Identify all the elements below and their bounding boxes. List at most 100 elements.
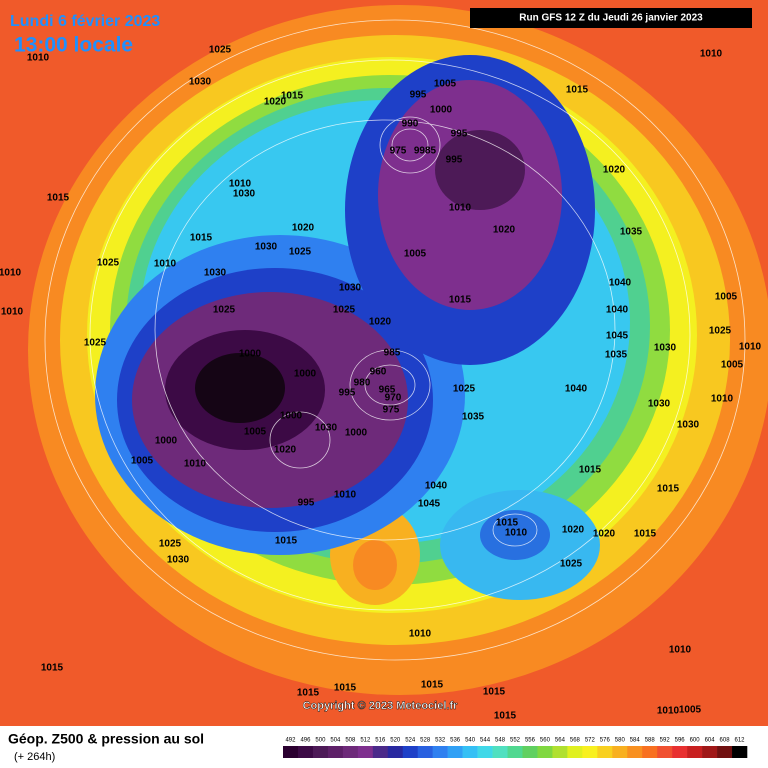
isobar-label: 1015 [297, 688, 320, 699]
isobar-label: 1015 [281, 91, 304, 102]
isobar [44, 19, 746, 661]
colorbar-tick-label: 520 [390, 738, 401, 744]
canada-core-black [195, 353, 285, 423]
isobar-label: 1000 [155, 436, 178, 447]
isobar [269, 411, 331, 469]
colorbar-cell [432, 746, 448, 758]
colorbar-tick-label: 612 [735, 738, 746, 744]
colorbar-cell [672, 746, 688, 758]
isobar-label: 1000 [345, 428, 368, 439]
isobar-label: 1015 [657, 484, 680, 495]
isobar-label: 1025 [289, 247, 312, 258]
colorbar-tick-label: 532 [435, 738, 446, 744]
colorbar-cell [417, 746, 433, 758]
colorbar-cell [492, 746, 508, 758]
isobar-label: 960 [370, 367, 387, 378]
colorbar-cell [312, 746, 329, 758]
colorbar-tick-label: 524 [405, 738, 416, 744]
isobar-label: 1015 [41, 663, 64, 674]
isobar-label: 1030 [255, 242, 278, 253]
isobar-label: 995 [339, 388, 356, 399]
isobar-label: 1015 [634, 529, 657, 540]
colorbar-tick-label: 604 [705, 738, 716, 744]
isobar-label: 975 [390, 146, 407, 157]
colorbar-cell [657, 746, 673, 758]
isobar-label: 1025 [709, 326, 732, 337]
isobar-label: 1040 [425, 481, 448, 492]
isobar-label: 1000 [239, 349, 262, 360]
isobar-label: 1005 [679, 705, 702, 716]
colorbar-cell [537, 746, 553, 758]
isobar-label: 1030 [189, 77, 212, 88]
colorbar-cell [522, 746, 538, 758]
isobar-label: 1015 [566, 85, 589, 96]
colorbar-tick-label: 540 [465, 738, 476, 744]
colorbar-cell [642, 746, 658, 758]
isobar-label: 1020 [493, 225, 516, 236]
isobar-label: 1035 [462, 412, 485, 423]
isobar-label: 1020 [593, 529, 616, 540]
isobar-label: 1010 [0, 268, 22, 279]
isobar-label: 995 [298, 498, 315, 509]
colorbar-cell [447, 746, 463, 758]
isobar-label: 1030 [677, 420, 700, 431]
isobar [391, 128, 429, 162]
colorbar-cell [297, 746, 314, 758]
isobar-label: 1010 [739, 342, 762, 353]
isobar-label: 1025 [84, 338, 107, 349]
isobar-label: 1030 [654, 343, 677, 354]
isobar-label: 1020 [264, 97, 287, 108]
colorbar-tick-label: 500 [315, 738, 326, 744]
isobar-label: 1020 [562, 525, 585, 536]
colorbar-tick-label: 556 [525, 738, 536, 744]
isobar-label: 1015 [421, 680, 444, 691]
colorbar-tick-label: 580 [615, 738, 626, 744]
isobar-label: 1025 [560, 559, 583, 570]
map-time: 13:00 locale [14, 34, 133, 57]
colorbar-cell [357, 746, 374, 758]
isobar-label: 1010 [334, 490, 357, 501]
colorbar-cell [687, 746, 703, 758]
colorbar-cell [327, 746, 344, 758]
isobar-label: 1010 [154, 259, 177, 270]
isobar-label: 1030 [315, 423, 338, 434]
isobar-label: 1020 [292, 223, 315, 234]
isobar-label: 1040 [565, 384, 588, 395]
colorbar-tick-label: 496 [300, 738, 311, 744]
isobar-label: 1015 [449, 295, 472, 306]
isobars [44, 19, 746, 661]
isobar-label: 1010 [657, 706, 680, 717]
isobar-label: 1020 [603, 165, 626, 176]
colorbar-tick-label: 572 [585, 738, 596, 744]
colorbar: 492 496 500 504 508 512 516 520 524 528 532 536 540 5… [283, 738, 748, 758]
isobar-label: 1045 [606, 331, 629, 342]
isobar-label: 1010 [1, 307, 24, 318]
isobar-label: 1010 [229, 179, 252, 190]
isobar-label: 1025 [209, 45, 232, 56]
isobar-label: 1005 [434, 79, 457, 90]
colorbar-cell [702, 746, 718, 758]
isobar-label: 1015 [579, 465, 602, 476]
colorbar-cell [283, 746, 299, 758]
isobar-labels: 1010102510301020101510059951000990995975… [0, 45, 762, 722]
isobar [89, 59, 691, 611]
run-info: Run GFS 12 Z du Jeudi 26 janvier 2023 [519, 13, 703, 24]
copyright: Copyright © 2023 Meteociel.fr [303, 700, 459, 712]
colorbar-tick-label: 592 [660, 738, 671, 744]
colorbar-cell [477, 746, 493, 758]
colorbar-cell [612, 746, 628, 758]
footer-title: Géop. Z500 & pression au sol [8, 731, 204, 747]
isobar-label: 1020 [369, 317, 392, 328]
isobar-label: 1005 [721, 360, 744, 371]
colorbar-cell [342, 746, 359, 758]
isobar-label: 1005 [404, 249, 427, 260]
isobar-label: 1045 [418, 499, 441, 510]
isobar-label: 1010 [409, 629, 432, 640]
colorbar-tick-label: 528 [420, 738, 431, 744]
colorbar-tick-label: 568 [570, 738, 581, 744]
colorbar-tick-label: 596 [675, 738, 686, 744]
isobar-label: 995 [451, 129, 468, 140]
isobar-label: 1015 [483, 687, 506, 698]
colorbar-tick-label: 548 [495, 738, 506, 744]
